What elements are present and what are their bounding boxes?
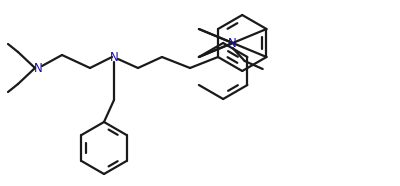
Text: N: N <box>228 36 237 49</box>
Text: N: N <box>110 51 118 63</box>
Text: N: N <box>34 62 42 75</box>
